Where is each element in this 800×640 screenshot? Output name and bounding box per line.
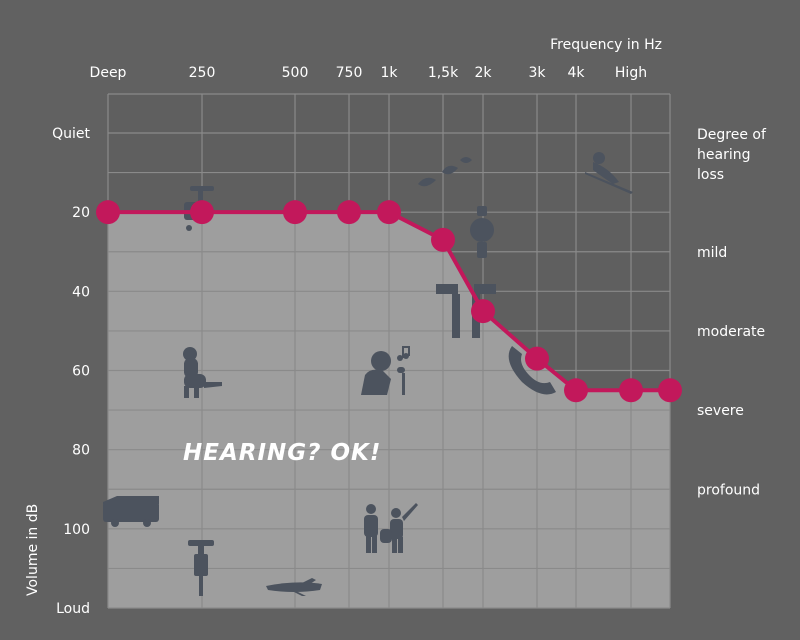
bird-icon <box>585 152 633 194</box>
y-axis-title: Volume in dB <box>25 504 41 596</box>
x-tick-label: Deep <box>90 65 127 81</box>
data-point-9 <box>619 378 643 403</box>
x-axis-title: Frequency in Hz <box>550 37 662 53</box>
series-layer <box>96 200 682 403</box>
data-point-0 <box>96 200 120 225</box>
degree-title-line-2: hearing <box>697 147 750 163</box>
y-tick-label: 60 <box>72 364 90 380</box>
data-point-4 <box>377 200 401 225</box>
watch-icon <box>470 206 494 258</box>
degree-label: moderate <box>697 324 765 340</box>
x-tick-label: 2k <box>474 65 492 81</box>
x-tick-label: High <box>615 65 647 81</box>
sound-icons <box>103 152 633 596</box>
y-tick-label: 40 <box>72 284 90 300</box>
x-tick-label: 3k <box>528 65 546 81</box>
annotation-label: HEARING? OK! <box>183 440 381 466</box>
x-tick-label: 1k <box>380 65 398 81</box>
music-note-icon <box>397 346 410 361</box>
labels-layer: Frequency in Hz Volume in dB Degree of h… <box>25 37 767 617</box>
y-tick-label: 20 <box>72 205 90 221</box>
leaves-icon <box>418 157 472 187</box>
data-point-2 <box>283 200 307 225</box>
airplane-icon <box>266 578 322 596</box>
x-tick-label: 1,5k <box>428 65 459 81</box>
y-tick-label: Quiet <box>52 126 90 142</box>
x-tick-label: 750 <box>336 65 363 81</box>
data-point-5 <box>431 227 455 252</box>
y-tick-label: 80 <box>72 443 90 459</box>
x-tick-label: 500 <box>282 65 309 81</box>
degree-label: profound <box>697 482 760 498</box>
telephone-icon <box>508 346 556 395</box>
data-point-7 <box>525 346 549 371</box>
y-tick-label: Loud <box>56 601 90 617</box>
x-tick-label: 4k <box>567 65 585 81</box>
plot-area <box>107 93 671 609</box>
band-icon <box>364 503 418 553</box>
singer-icon <box>361 351 405 395</box>
degree-label: mild <box>697 245 727 261</box>
data-point-1 <box>190 200 214 225</box>
degree-title-line-3: loss <box>697 167 724 183</box>
degree-title-line-1: Degree of <box>697 127 767 143</box>
data-point-10 <box>658 378 682 403</box>
data-point-3 <box>337 200 361 225</box>
dog-icon <box>183 347 222 398</box>
jackhammer-icon <box>188 540 214 596</box>
data-point-6 <box>471 299 495 324</box>
degree-label: severe <box>697 403 744 419</box>
x-tick-label: 250 <box>189 65 216 81</box>
data-point-8 <box>564 378 588 403</box>
van-icon <box>103 496 159 527</box>
y-tick-label: 100 <box>63 522 90 538</box>
